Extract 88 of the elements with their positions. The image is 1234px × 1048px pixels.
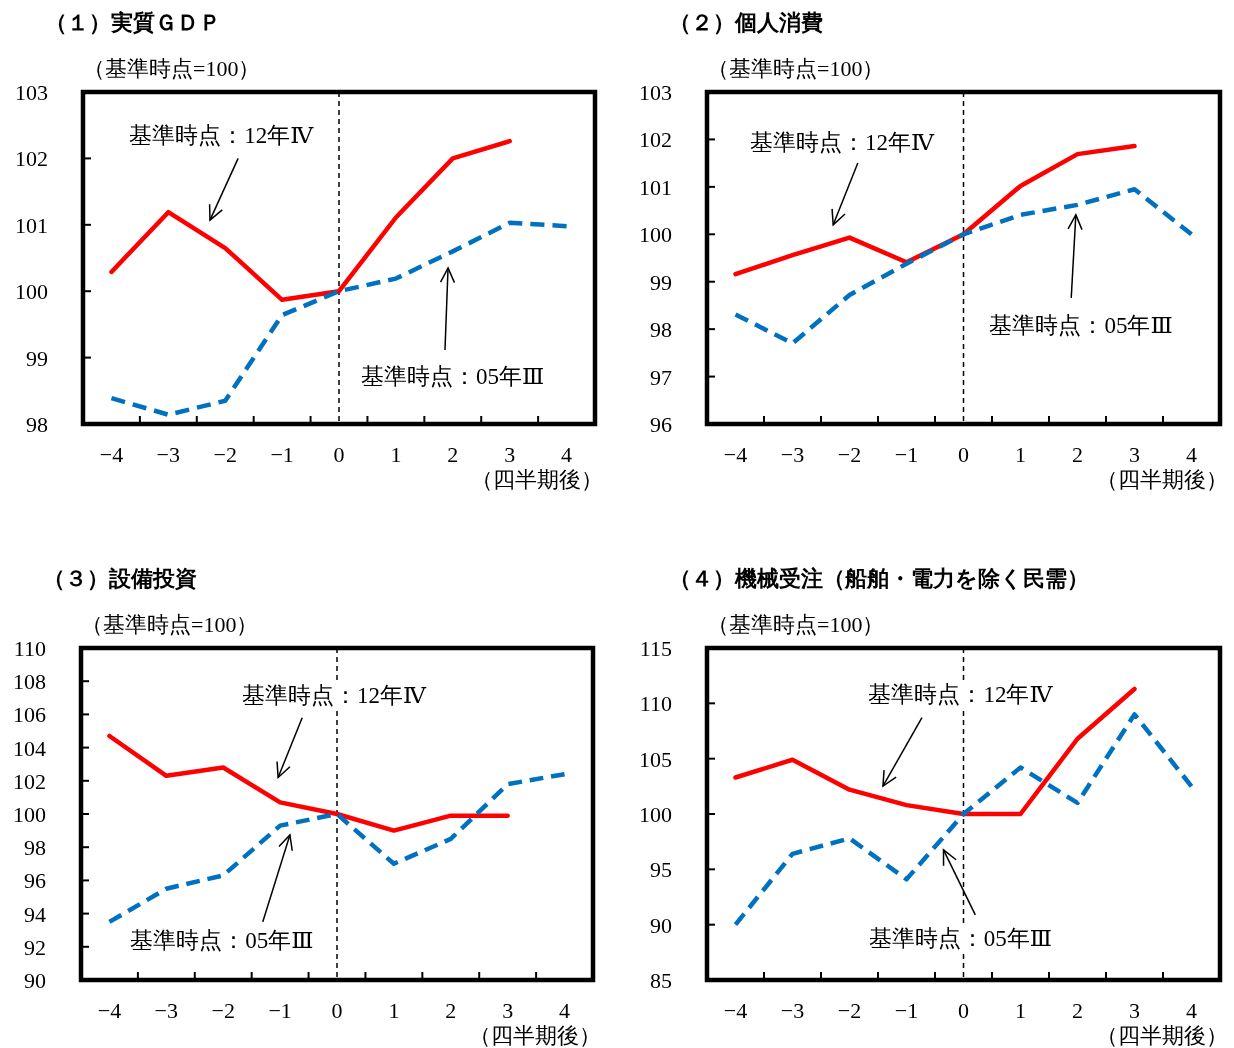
x-tick-label: 1 bbox=[390, 442, 402, 467]
y-tick-label: 97 bbox=[650, 364, 672, 390]
x-tick-label: 0 bbox=[958, 442, 969, 467]
y-tick-label: 98 bbox=[650, 317, 672, 343]
chart-title: （３）設備投資 bbox=[43, 566, 197, 591]
y-tick-label: 105 bbox=[639, 746, 672, 772]
y-axis-title: （基準時点=100） bbox=[707, 56, 885, 81]
x-tick-label: 3 bbox=[502, 998, 514, 1023]
y-tick-label: 95 bbox=[650, 857, 672, 883]
y-tick-label: 96 bbox=[24, 868, 46, 894]
x-tick-label: −4 bbox=[97, 998, 122, 1023]
y-tick-label: 99 bbox=[26, 345, 48, 371]
annotation: 基準時点：12年Ⅳ bbox=[241, 683, 427, 709]
x-tick-label: −1 bbox=[894, 998, 919, 1023]
y-tick-label: 108 bbox=[13, 669, 46, 695]
x-axis-title: （四半期後） bbox=[1096, 1023, 1228, 1048]
y-tick-label: 100 bbox=[639, 222, 672, 248]
x-tick-label: 2 bbox=[1072, 442, 1083, 467]
y-tick-label: 100 bbox=[15, 279, 48, 305]
x-tick-label: 1 bbox=[1015, 998, 1026, 1023]
annotation: 基準時点：05年Ⅲ bbox=[989, 313, 1173, 339]
x-axis-title: （四半期後） bbox=[471, 467, 603, 492]
y-tick-label: 100 bbox=[639, 802, 672, 827]
chart-title: （４）機械受注（船舶・電力を除く民需） bbox=[669, 566, 1089, 591]
x-tick-label: −2 bbox=[837, 998, 862, 1023]
annotation: 基準時点：05年Ⅲ bbox=[868, 925, 1053, 951]
y-axis-title: （基準時点=100） bbox=[707, 612, 885, 637]
x-tick-label: 3 bbox=[504, 442, 516, 467]
x-axis-title: （四半期後） bbox=[1096, 467, 1228, 492]
y-tick-label: 103 bbox=[15, 80, 48, 105]
x-axis-title: （四半期後） bbox=[469, 1023, 601, 1048]
x-tick-label: −4 bbox=[723, 998, 748, 1023]
y-tick-label: 90 bbox=[24, 968, 46, 993]
y-tick-label: 106 bbox=[13, 702, 46, 728]
y-tick-label: 92 bbox=[24, 934, 46, 960]
x-tick-label: 0 bbox=[958, 998, 969, 1023]
x-tick-label: −1 bbox=[268, 998, 292, 1023]
y-tick-label: 103 bbox=[639, 80, 672, 105]
x-tick-label: −3 bbox=[780, 998, 805, 1023]
y-tick-label: 99 bbox=[650, 269, 672, 295]
x-tick-label: 4 bbox=[1186, 998, 1197, 1023]
y-tick-label: 101 bbox=[639, 174, 672, 200]
y-tick-label: 102 bbox=[639, 127, 672, 153]
x-tick-label: 4 bbox=[559, 998, 571, 1023]
y-tick-label: 101 bbox=[15, 212, 48, 238]
y-tick-label: 94 bbox=[24, 901, 46, 927]
x-tick-label: 0 bbox=[331, 998, 343, 1023]
x-tick-label: −3 bbox=[156, 442, 181, 467]
x-tick-label: −1 bbox=[270, 442, 294, 467]
x-tick-label: −2 bbox=[837, 442, 862, 467]
x-tick-label: 0 bbox=[333, 442, 345, 467]
y-tick-label: 100 bbox=[13, 802, 46, 827]
x-tick-label: 3 bbox=[1129, 998, 1140, 1023]
x-tick-label: −1 bbox=[894, 442, 919, 467]
x-tick-label: 1 bbox=[388, 998, 400, 1023]
y-tick-label: 90 bbox=[650, 912, 672, 938]
x-tick-label: 2 bbox=[445, 998, 457, 1023]
x-tick-label: −2 bbox=[211, 998, 235, 1023]
chart-title: （２）個人消費 bbox=[669, 10, 823, 35]
x-tick-label: 1 bbox=[1015, 442, 1026, 467]
y-axis-title: （基準時点=100） bbox=[81, 612, 259, 637]
y-tick-label: 104 bbox=[13, 735, 46, 761]
x-tick-label: 2 bbox=[447, 442, 459, 467]
y-tick-label: 115 bbox=[639, 636, 672, 661]
x-tick-label: −3 bbox=[780, 442, 805, 467]
x-tick-label: 4 bbox=[561, 442, 573, 467]
chart-title: （１）実質ＧＤＰ bbox=[45, 10, 221, 35]
y-tick-label: 102 bbox=[15, 146, 48, 172]
y-tick-label: 110 bbox=[13, 636, 46, 661]
x-tick-label: 4 bbox=[1186, 442, 1197, 467]
x-tick-label: −4 bbox=[99, 442, 124, 467]
y-tick-label: 98 bbox=[24, 835, 46, 861]
annotation: 基準時点：12年Ⅳ bbox=[868, 682, 1054, 708]
annotation: 基準時点：12年Ⅳ bbox=[129, 123, 315, 149]
y-tick-label: 85 bbox=[650, 968, 672, 993]
x-tick-label: 3 bbox=[1129, 442, 1140, 467]
y-axis-title: （基準時点=100） bbox=[83, 56, 261, 81]
y-tick-label: 102 bbox=[13, 768, 46, 794]
x-tick-label: −3 bbox=[154, 998, 179, 1023]
x-tick-label: −4 bbox=[723, 442, 748, 467]
x-tick-label: −2 bbox=[213, 442, 237, 467]
annotation: 基準時点：05年Ⅲ bbox=[130, 928, 314, 954]
annotation: 基準時点：12年Ⅳ bbox=[749, 129, 935, 155]
y-tick-label: 96 bbox=[650, 412, 672, 437]
y-tick-label: 110 bbox=[639, 691, 672, 717]
y-tick-label: 98 bbox=[26, 412, 48, 437]
annotation: 基準時点：05年Ⅲ bbox=[361, 363, 545, 389]
x-tick-label: 2 bbox=[1072, 998, 1083, 1023]
